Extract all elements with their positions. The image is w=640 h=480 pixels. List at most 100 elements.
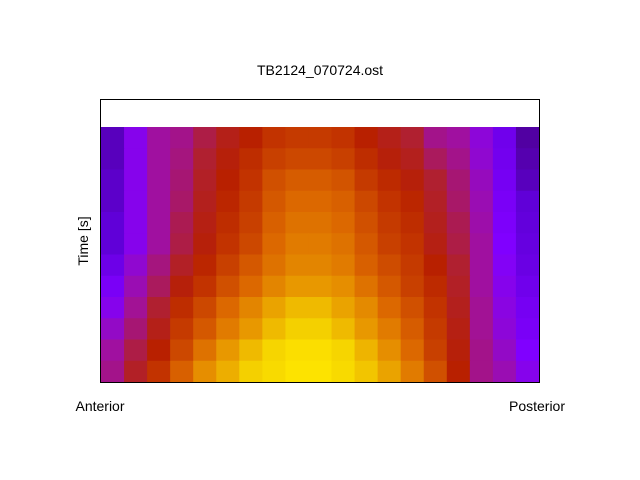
- heatmap-cell: [262, 297, 287, 319]
- heatmap-cell: [170, 127, 194, 149]
- heatmap-cell: [400, 275, 425, 298]
- heatmap-cell: [170, 360, 194, 383]
- heatmap-cell: [239, 233, 263, 256]
- heatmap-cell: [515, 148, 540, 171]
- heatmap-cell: [423, 339, 448, 362]
- heatmap-cell: [400, 190, 425, 213]
- heatmap-cell: [400, 127, 425, 149]
- heatmap-cell: [515, 254, 540, 277]
- heatmap-cell: [216, 254, 240, 277]
- heatmap-cell: [331, 254, 356, 277]
- heatmap-cell: [262, 190, 287, 213]
- heatmap-cell: [124, 233, 148, 256]
- heatmap-cell: [170, 297, 194, 319]
- heatmap-cell: [193, 127, 217, 149]
- heatmap-cell: [515, 233, 540, 256]
- heatmap-cell: [285, 148, 310, 171]
- heatmap-cell: [446, 275, 471, 298]
- heatmap-cell: [216, 190, 240, 213]
- x-label-anterior: Anterior: [75, 398, 124, 414]
- heatmap-cell: [423, 212, 448, 234]
- heatmap-cell: [285, 233, 310, 256]
- heatmap-cell: [124, 127, 148, 149]
- heatmap-cell: [308, 318, 333, 341]
- heatmap-cell: [446, 339, 471, 362]
- heatmap-cell: [492, 254, 517, 277]
- heatmap-cell: [170, 318, 194, 341]
- heatmap-cell: [216, 169, 240, 192]
- heatmap-cell: [354, 275, 379, 298]
- chart-title: TB2124_070724.ost: [257, 62, 383, 78]
- heatmap-cell: [492, 148, 517, 171]
- heatmap-cell: [262, 233, 287, 256]
- heatmap-cell: [308, 360, 333, 383]
- heatmap-cell: [170, 233, 194, 256]
- heatmap-cell: [262, 339, 287, 362]
- heatmap-cell: [446, 254, 471, 277]
- heatmap-cell: [492, 318, 517, 341]
- heatmap-cell: [331, 233, 356, 256]
- heatmap-cell: [400, 212, 425, 234]
- heatmap-cell: [423, 169, 448, 192]
- heatmap-cell: [354, 297, 379, 319]
- heatmap-cell: [469, 212, 494, 234]
- heatmap-cell: [239, 254, 263, 277]
- heatmap-cell: [446, 297, 471, 319]
- heatmap-cell: [377, 254, 402, 277]
- heatmap-cell: [492, 127, 517, 149]
- heatmap-cell: [193, 254, 217, 277]
- heatmap-cell: [239, 212, 263, 234]
- heatmap-cell: [331, 275, 356, 298]
- heatmap-cell: [377, 360, 402, 383]
- heatmap-cell: [101, 212, 125, 234]
- heatmap-cell: [515, 318, 540, 341]
- heatmap-cell: [469, 233, 494, 256]
- heatmap-cell: [308, 169, 333, 192]
- heatmap-cell: [170, 212, 194, 234]
- heatmap-cell: [423, 127, 448, 149]
- heatmap-cell: [515, 169, 540, 192]
- heatmap-cell: [446, 127, 471, 149]
- heatmap-cell: [193, 148, 217, 171]
- heatmap-cell: [377, 275, 402, 298]
- heatmap-cell: [469, 190, 494, 213]
- heatmap-cell: [147, 339, 171, 362]
- heatmap-cell: [101, 360, 125, 383]
- y-axis-label: Time [s]: [75, 216, 91, 265]
- heatmap-cell: [354, 339, 379, 362]
- heatmap-cell: [515, 190, 540, 213]
- heatmap-cell: [331, 190, 356, 213]
- heatmap-cell: [262, 254, 287, 277]
- heatmap-cell: [515, 339, 540, 362]
- heatmap-cell: [170, 339, 194, 362]
- heatmap-cell: [101, 254, 125, 277]
- heatmap-cell: [147, 212, 171, 234]
- heatmap-cell: [216, 275, 240, 298]
- heatmap-cell: [308, 297, 333, 319]
- heatmap-cell: [446, 233, 471, 256]
- heatmap-cell: [101, 148, 125, 171]
- heatmap-cells: [101, 127, 540, 383]
- heatmap-cell: [446, 360, 471, 383]
- heatmap-cell: [285, 169, 310, 192]
- heatmap-cell: [469, 148, 494, 171]
- heatmap-cell: [492, 360, 517, 383]
- heatmap-cell: [423, 190, 448, 213]
- heatmap-cell: [101, 297, 125, 319]
- heatmap-cell: [124, 190, 148, 213]
- heatmap-cell: [308, 339, 333, 362]
- heatmap-cell: [331, 339, 356, 362]
- heatmap-cell: [285, 275, 310, 298]
- heatmap-cell: [308, 148, 333, 171]
- heatmap-cell: [423, 275, 448, 298]
- heatmap-cell: [147, 190, 171, 213]
- heatmap-cell: [147, 127, 171, 149]
- heatmap-cell: [400, 148, 425, 171]
- heatmap-cell: [262, 360, 287, 383]
- heatmap-cell: [124, 169, 148, 192]
- heatmap-cell: [239, 297, 263, 319]
- heatmap-cell: [216, 339, 240, 362]
- heatmap-cell: [446, 148, 471, 171]
- heatmap-cell: [400, 297, 425, 319]
